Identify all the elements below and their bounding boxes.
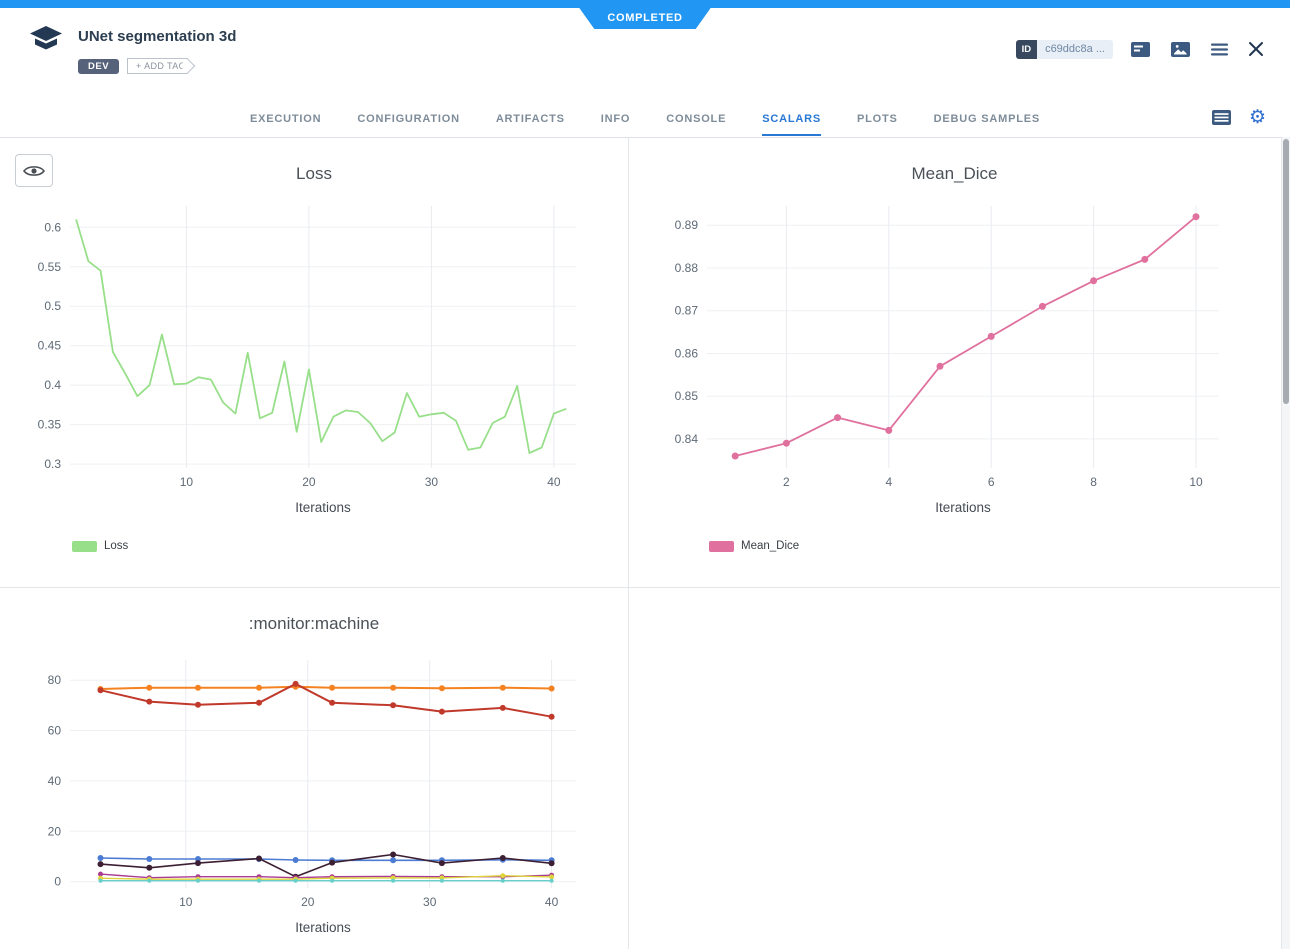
monitor-machine-chart-panel: :monitor:machine 0 20 40 60 80 10 20 30 40 Iterat… [0,588,629,949]
svg-text:2: 2 [783,475,790,489]
svg-text:0.6: 0.6 [44,220,61,234]
status-text: COMPLETED [607,12,683,24]
chart-title-monitor-machine: :monitor:machine [248,614,380,633]
svg-text:10: 10 [179,895,193,909]
status-badge: COMPLETED [579,8,710,29]
svg-text:30: 30 [425,475,439,489]
scalars-grid: Loss 0.3 0.35 0.4 0.45 0.5 0.55 0.6 10 20 30 40 Ite… [0,138,1280,949]
svg-text:30: 30 [423,895,437,909]
scrollbar-thumb[interactable] [1283,139,1289,404]
svg-text:0.3: 0.3 [44,457,61,471]
header-actions: ID c69ddc8a ... [1015,36,1266,62]
svg-text:80: 80 [48,673,62,687]
svg-text:0.4: 0.4 [44,378,61,392]
chart-title-loss: Loss [296,164,332,183]
svg-text:0.86: 0.86 [675,347,699,361]
mean-dice-chart[interactable]: 0.84 0.85 0.86 0.87 0.88 0.89 2 4 6 8 10 Iterations [629,194,1277,524]
legend-label: Loss [104,540,129,552]
tab-plots[interactable]: PLOTS [857,113,898,125]
svg-text:0: 0 [54,875,61,889]
eye-icon[interactable] [15,154,53,187]
tag-row: DEV + ADD TAG [78,58,236,74]
table-view-icon[interactable] [1209,106,1234,129]
legend-swatch [709,540,734,552]
svg-text:6: 6 [988,475,995,489]
svg-text:40: 40 [545,895,559,909]
add-tag-button[interactable]: + ADD TAG [127,58,189,74]
svg-text:40: 40 [547,475,561,489]
details-panel-icon[interactable] [1128,39,1153,60]
svg-text:0.84: 0.84 [675,432,699,446]
svg-text:0.85: 0.85 [675,389,699,403]
svg-text:Iterations: Iterations [935,500,991,515]
svg-text:0.87: 0.87 [675,304,699,318]
empty-panel [629,588,1280,949]
svg-text:20: 20 [48,824,62,838]
loss-chart[interactable]: 0.3 0.35 0.4 0.45 0.5 0.55 0.6 10 20 30 40 Iteratio… [8,194,608,524]
top-status-strip: COMPLETED [0,0,1290,8]
legend-swatch [72,540,97,552]
svg-text:0.35: 0.35 [38,418,62,432]
svg-text:Iterations: Iterations [295,920,351,935]
svg-text:10: 10 [180,475,194,489]
mean-dice-legend[interactable]: Mean_Dice [709,540,1280,552]
legend-label: Mean_Dice [741,540,800,552]
svg-text:40: 40 [48,774,62,788]
chart-title-mean-dice: Mean_Dice [911,164,998,183]
svg-text:60: 60 [48,724,62,738]
tab-console[interactable]: CONSOLE [666,113,727,125]
scrollbar[interactable] [1281,137,1290,949]
monitor-machine-chart[interactable]: 0 20 40 60 80 10 20 30 40 Iterations [8,644,608,944]
id-value: c69ddc8a ... [1037,39,1113,59]
svg-text:10: 10 [1189,475,1203,489]
svg-text:0.5: 0.5 [44,299,61,313]
tab-scalars[interactable]: SCALARS [762,113,821,136]
loss-chart-panel: Loss 0.3 0.35 0.4 0.45 0.5 0.55 0.6 10 20 30 40 Ite… [0,138,629,588]
loss-legend[interactable]: Loss [72,540,628,552]
tab-execution[interactable]: EXECUTION [249,113,322,125]
experiment-title: UNet segmentation 3d [78,28,237,45]
svg-text:0.89: 0.89 [675,218,699,232]
svg-text:Iterations: Iterations [295,500,351,515]
tag-dev[interactable]: DEV [78,58,120,74]
svg-text:20: 20 [302,475,316,489]
tab-configuration[interactable]: CONFIGURATION [357,113,460,125]
mean-dice-chart-panel: Mean_Dice 0.84 0.85 0.86 0.87 0.88 0.89 2 4 6 8 10… [629,138,1280,588]
image-view-icon[interactable] [1168,39,1193,60]
tab-info[interactable]: INFO [600,113,631,125]
id-label: ID [1015,39,1038,59]
svg-text:20: 20 [301,895,315,909]
menu-icon[interactable] [1208,40,1231,59]
clearml-logo [30,26,62,100]
tab-debug-samples[interactable]: DEBUG SAMPLES [933,113,1041,125]
svg-text:0.55: 0.55 [38,260,62,274]
tab-bar: EXECUTION CONFIGURATION ARTIFACTS INFO C… [0,100,1290,138]
tab-artifacts[interactable]: ARTIFACTS [495,113,565,125]
svg-text:4: 4 [885,475,892,489]
experiment-id-chip[interactable]: ID c69ddc8a ... [1015,39,1113,59]
svg-text:8: 8 [1090,475,1097,489]
svg-text:0.45: 0.45 [38,339,62,353]
settings-gear-icon[interactable]: ⚙ [1248,107,1266,128]
svg-text:0.88: 0.88 [675,261,699,275]
close-icon[interactable] [1246,39,1266,59]
